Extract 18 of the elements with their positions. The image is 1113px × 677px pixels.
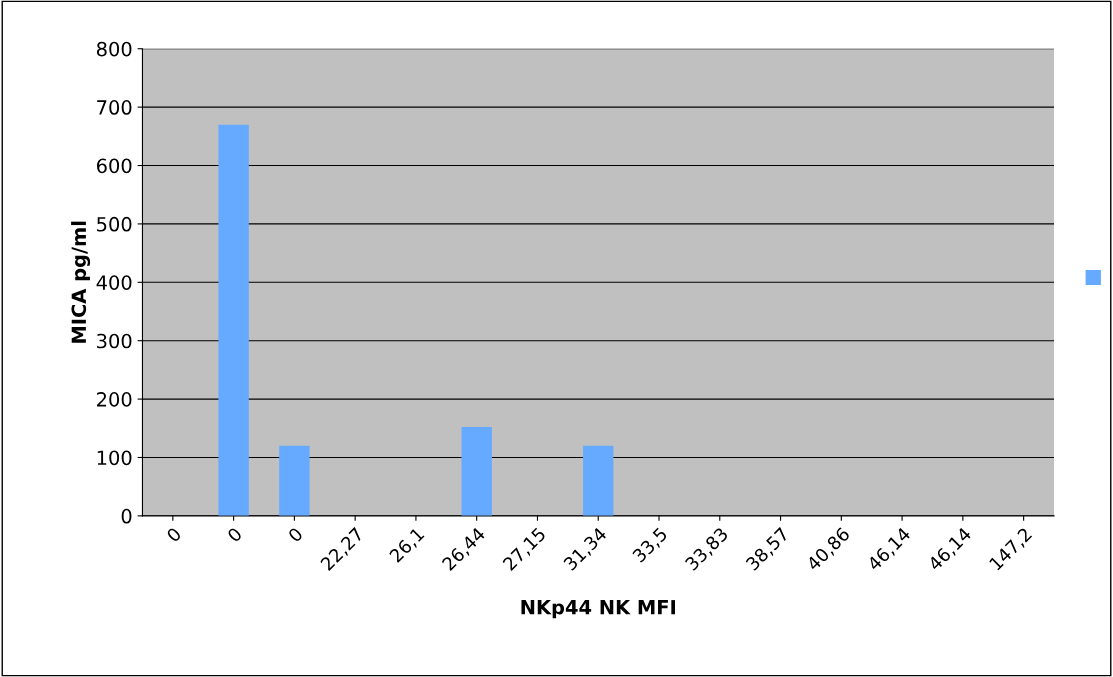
bar <box>583 445 614 516</box>
bar <box>218 124 249 516</box>
bar <box>461 427 492 516</box>
y-tick-label: 0 <box>121 508 132 524</box>
x-tick-label: 0 <box>165 526 182 543</box>
y-tick-label: 500 <box>97 216 132 232</box>
y-tick-label: 100 <box>97 450 132 466</box>
y-axis-title: MICA pg/ml <box>71 221 91 343</box>
y-tick-label: 300 <box>97 333 132 349</box>
y-tick-label: 600 <box>96 158 132 174</box>
y-tick-label: 400 <box>96 275 132 290</box>
y-tick-label: 700 <box>97 100 132 115</box>
x-tick-label: 0 <box>287 526 304 543</box>
x-tick-label: 0 <box>226 526 243 543</box>
bar <box>279 445 310 516</box>
y-tick-label: 800 <box>96 41 132 57</box>
y-tick-label: 200 <box>97 392 132 407</box>
x-axis-title: NKp44 NK MFI <box>521 600 675 619</box>
